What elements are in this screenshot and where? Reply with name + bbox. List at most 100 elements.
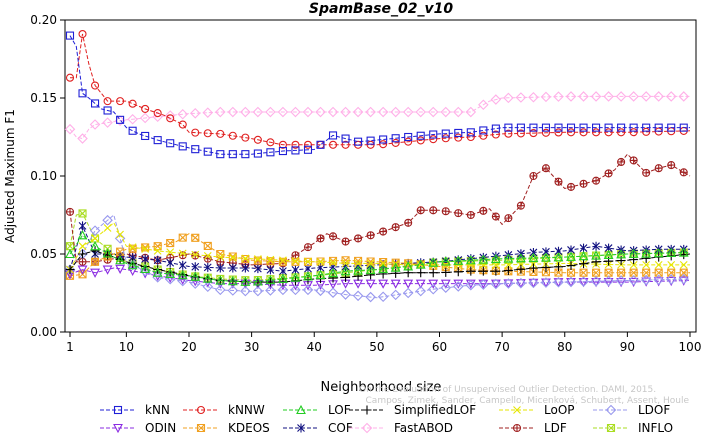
data-point-ldof [402, 287, 414, 299]
data-point-loop [279, 256, 287, 265]
data-point-loop [266, 255, 275, 264]
data-point-kdeos [191, 233, 200, 242]
data-point-fastabod [528, 91, 539, 103]
data-point-odin [77, 265, 88, 275]
data-point-lof [177, 270, 188, 280]
data-point-simplifiedlof [453, 267, 463, 277]
data-point-knn [266, 148, 275, 157]
data-point-simplifiedlof [541, 262, 551, 272]
data-point-fastabod [628, 91, 639, 102]
data-point-ldf [303, 243, 313, 252]
data-point-ldof [540, 277, 552, 288]
x-tick-label: 70 [494, 340, 509, 354]
data-point-odin [578, 278, 589, 288]
data-point-fastabod [352, 106, 364, 118]
x-tick-label: 100 [679, 340, 702, 354]
data-point-knnw [441, 134, 450, 143]
data-point-loop [203, 251, 212, 260]
data-point-simplifiedlof [503, 266, 513, 276]
data-point-kdeos [91, 257, 100, 266]
data-point-knn [166, 139, 175, 148]
data-point-knnw [153, 109, 162, 118]
data-point-ldof [590, 276, 602, 287]
data-point-lof [678, 247, 689, 257]
data-point-lof [378, 263, 389, 274]
data-point-knnw [604, 128, 613, 137]
data-point-loop [454, 261, 463, 269]
x-axis: 1 10 20 30 40 50 60 70 80 90 100 [66, 332, 701, 354]
data-point-odin [365, 279, 376, 289]
data-point-ldof [465, 279, 477, 291]
data-point-knnw [391, 138, 400, 147]
data-point-lof [152, 267, 163, 277]
data-point-knn [91, 99, 100, 108]
legend-label: KDEOS [228, 421, 270, 434]
data-point-loop [178, 249, 187, 258]
data-point-knnw [266, 138, 275, 147]
data-point-fastabod [503, 92, 514, 104]
y-axis-label: Adjusted Maximum F1 [3, 109, 17, 243]
data-point-ldf [354, 234, 363, 243]
legend-label: ODIN [145, 421, 176, 434]
data-point-fastabod [427, 106, 439, 118]
data-point-ldf [592, 176, 601, 185]
data-point-loop [679, 261, 688, 269]
data-point-ldof [653, 274, 664, 286]
data-point-simplifiedlof [78, 249, 88, 259]
data-point-fastabod [415, 106, 426, 118]
x-tick-label: 40 [307, 340, 322, 354]
data-point-kdeos [554, 268, 563, 277]
data-point-ldf [529, 171, 538, 181]
data-point-ldof [340, 289, 351, 300]
data-point-knnw [566, 128, 576, 137]
data-point-cof [542, 247, 550, 257]
legend-label: INFLO [638, 421, 673, 434]
data-point-lof [490, 253, 501, 264]
data-point-knn [592, 123, 601, 132]
legend-marker [297, 423, 305, 433]
data-point-cof [529, 247, 538, 257]
data-point-loop [654, 261, 663, 269]
data-point-knnw [466, 132, 475, 142]
data-point-ldof [390, 289, 401, 301]
data-point-knnw [116, 97, 125, 106]
data-point-fastabod [340, 106, 351, 118]
data-point-knnw [291, 140, 300, 149]
data-point-odin [403, 279, 414, 289]
data-point-knn [429, 130, 438, 139]
series-line-knnw [70, 33, 691, 146]
data-point-odin [102, 265, 113, 275]
y-tick-label: 0.00 [30, 325, 57, 339]
data-point-knnw [404, 137, 413, 146]
data-point-lof [628, 248, 639, 258]
data-point-simplifiedlof [140, 261, 150, 271]
data-point-knn [654, 123, 663, 132]
data-point-simplifiedlof [416, 268, 426, 278]
data-point-lof [202, 273, 213, 283]
x-tick-label: 90 [620, 340, 635, 354]
data-point-fastabod [665, 91, 677, 102]
data-point-lof [265, 275, 276, 285]
data-point-loop [366, 259, 375, 268]
data-point-loop [141, 245, 150, 253]
data-point-ldf [629, 156, 638, 165]
data-point-knn [379, 135, 388, 144]
data-point-lof [303, 271, 313, 281]
data-point-kdeos [579, 268, 588, 277]
data-point-ldf [541, 164, 551, 173]
data-point-ldof [453, 281, 464, 292]
data-point-loop [116, 230, 124, 239]
data-point-loop [304, 257, 312, 266]
data-point-knnw [78, 29, 87, 39]
data-point-ldf [328, 232, 338, 241]
data-point-knnw [617, 128, 626, 137]
y-tick-label: 0.15 [30, 91, 57, 105]
data-point-lof [328, 267, 338, 278]
data-point-knnw [592, 128, 601, 137]
data-point-ldof [440, 282, 452, 293]
data-point-knn [116, 115, 125, 124]
legend-marker [513, 406, 521, 414]
data-point-ldf [466, 210, 475, 220]
data-point-simplifiedlof [366, 270, 376, 280]
data-point-fastabod [102, 117, 113, 128]
